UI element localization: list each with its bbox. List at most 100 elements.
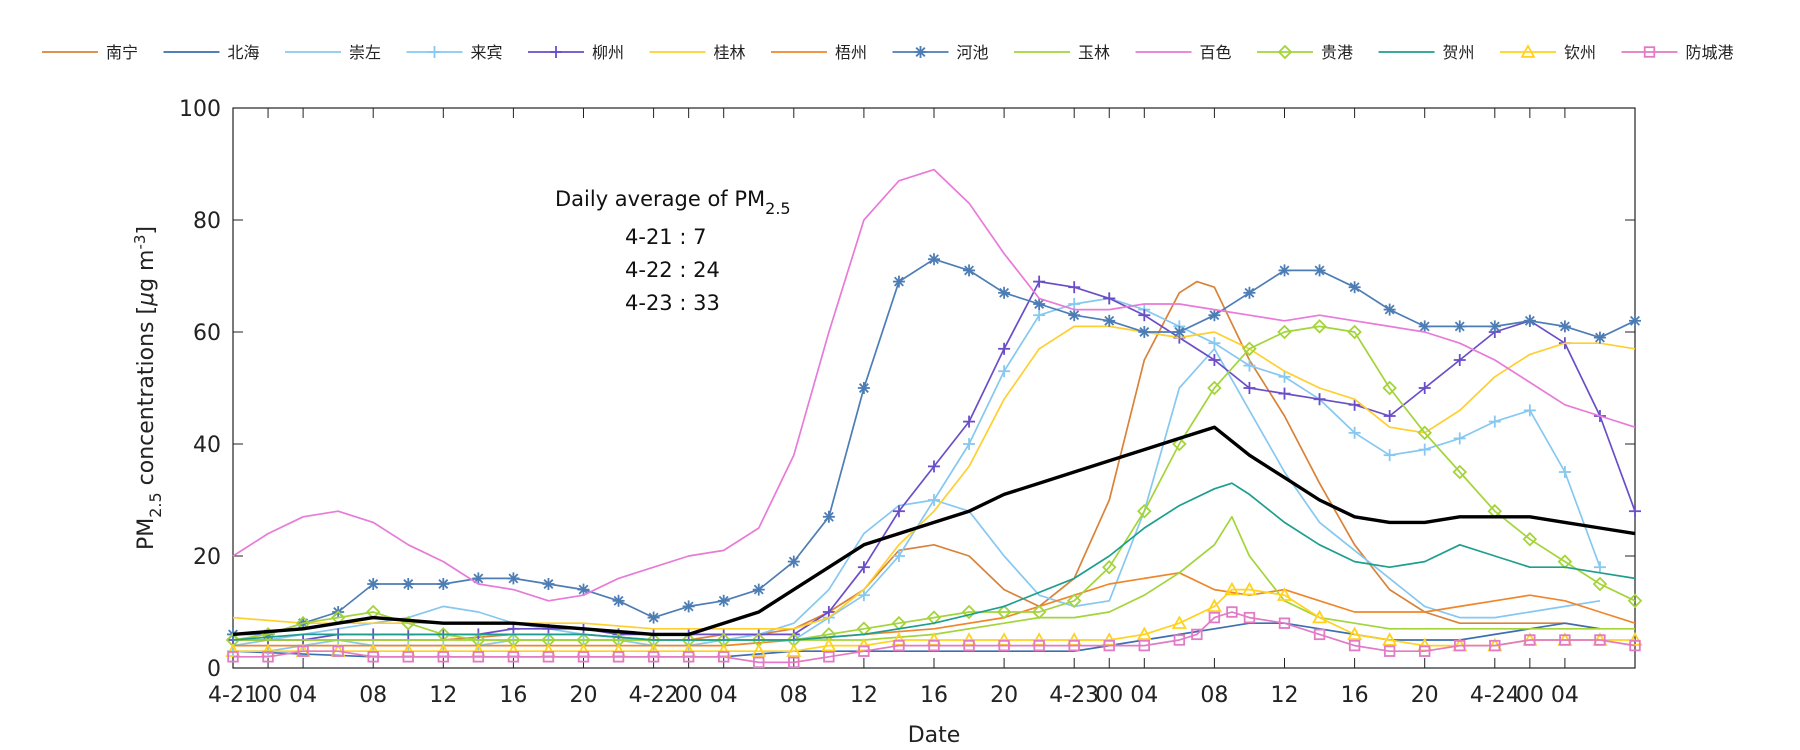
data-point-square: [893, 639, 905, 652]
series-line: [233, 280, 1601, 641]
data-point-square: [1454, 639, 1466, 652]
data-point-asterisk: [367, 578, 380, 590]
legend-item: 北海: [163, 43, 260, 62]
data-point-asterisk: [1488, 320, 1501, 333]
y-tick-label: 20: [193, 545, 221, 570]
data-point-asterisk: [1208, 309, 1221, 322]
data-point-square: [753, 656, 765, 669]
x-tick-label: 12: [850, 683, 878, 708]
data-point-asterisk: [1313, 264, 1326, 277]
data-point-diamond: [1417, 425, 1432, 441]
data-point-asterisk: [1243, 286, 1256, 299]
data-point-triangle: [1312, 609, 1328, 624]
data-point-plus: [1068, 281, 1081, 294]
x-tick-label: 08: [1200, 683, 1228, 708]
data-point-asterisk: [1103, 314, 1116, 327]
data-point-asterisk: [892, 275, 905, 288]
x-tick-label: 00: [1095, 683, 1123, 708]
data-point-diamond: [1347, 324, 1362, 340]
legend-item: 柳州: [528, 43, 624, 62]
series-14: [227, 606, 1641, 669]
data-point-asterisk: [1383, 303, 1396, 316]
data-point-diamond: [1312, 319, 1327, 334]
legend-item: 玉林: [1014, 43, 1110, 62]
series-line: [232, 168, 1636, 602]
series-line: [233, 588, 1635, 653]
data-point-square: [227, 651, 239, 663]
data-point-plus: [892, 550, 905, 562]
legend-label: 来宾: [471, 43, 503, 62]
data-point-square: [1524, 634, 1536, 646]
data-point-asterisk: [963, 264, 976, 277]
data-point-square: [718, 651, 730, 663]
y-tick-label: 60: [193, 321, 221, 346]
data-point-diamond: [1031, 604, 1047, 620]
data-point-square: [262, 651, 274, 663]
x-tick-label: 04: [710, 683, 738, 708]
data-point-diamond: [1452, 464, 1468, 480]
data-point-square: [1103, 639, 1115, 652]
legend-item: 梧州: [771, 43, 867, 62]
data-point-triangle: [1276, 587, 1293, 601]
data-point-asterisk: [612, 594, 625, 607]
data-point-triangle: [1520, 44, 1536, 58]
data-point-diamond: [436, 627, 451, 642]
data-point-asterisk: [1629, 314, 1641, 327]
data-point-plus: [857, 589, 870, 602]
data-point-square: [1208, 611, 1221, 624]
data-point-plus: [1033, 309, 1046, 322]
data-point-plus: [998, 342, 1011, 355]
series-4: [227, 292, 1606, 658]
data-point-asterisk: [1173, 326, 1186, 338]
legend-item: 桂林: [649, 43, 746, 62]
legend-label: 贺州: [1443, 43, 1475, 62]
data-point-plus: [1348, 426, 1361, 439]
data-point-plus: [1629, 505, 1641, 518]
data-point-asterisk: [577, 583, 590, 596]
series-line: [233, 571, 1636, 647]
data-point-plus: [1488, 415, 1501, 428]
data-point-asterisk: [1523, 314, 1536, 327]
data-point-diamond: [1592, 576, 1608, 592]
data-point-triangle: [786, 643, 802, 657]
x-tick-label: 00: [254, 683, 282, 708]
data-point-diamond: [1522, 531, 1538, 547]
legend-item: 崇左: [285, 43, 381, 62]
data-point-plus: [1418, 382, 1431, 394]
data-point-diamond: [1207, 380, 1222, 396]
series-line: [232, 325, 1636, 630]
data-point-asterisk: [914, 46, 927, 58]
data-point-square: [998, 639, 1010, 652]
data-point-triangle: [1171, 615, 1187, 629]
data-point-asterisk: [1558, 320, 1571, 333]
series-11: [225, 319, 1643, 648]
data-point-plus: [1593, 561, 1606, 574]
x-tick-label: 12: [1271, 683, 1299, 708]
data-point-asterisk: [1278, 264, 1291, 277]
data-point-plus: [428, 46, 441, 58]
data-point-plus: [892, 505, 905, 518]
data-point-plus: [1523, 404, 1536, 417]
data-point-square: [332, 645, 344, 657]
data-point-asterisk: [507, 572, 520, 585]
data-point-square: [612, 651, 625, 663]
data-point-square: [1243, 611, 1256, 624]
annotation-title: Daily average of PM2.5: [555, 187, 791, 218]
x-tick-label: 04: [289, 683, 317, 708]
data-point-plus: [1348, 398, 1361, 411]
data-point-plus: [1313, 393, 1326, 406]
data-point-square: [1629, 639, 1641, 652]
data-point-square: [1643, 46, 1656, 58]
x-tick-label: 00: [1516, 683, 1544, 708]
data-point-plus: [1383, 449, 1396, 462]
data-point-diamond: [961, 604, 977, 620]
data-point-square: [367, 651, 379, 663]
data-point-asterisk: [542, 578, 555, 590]
series-line: [233, 297, 1601, 653]
legend-item: 贵港: [1257, 43, 1353, 62]
legend-label: 防城港: [1686, 43, 1734, 62]
annotation-line-1: 4-21 : 7: [625, 225, 706, 249]
data-point-asterisk: [752, 583, 765, 596]
data-point-plus: [1068, 298, 1081, 310]
